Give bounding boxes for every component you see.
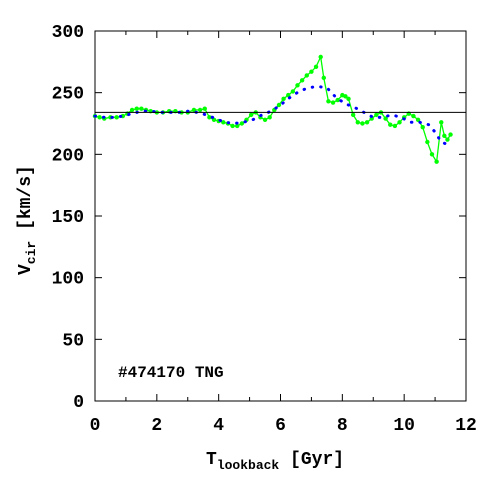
data-point (411, 113, 416, 119)
data-point (448, 132, 453, 137)
data-point (346, 96, 351, 102)
data-point (364, 120, 370, 125)
data-point (313, 64, 319, 69)
data-point (299, 78, 305, 83)
y-axis-label-main: V (16, 264, 36, 275)
data-point (355, 120, 360, 125)
data-point (429, 152, 435, 157)
y-tick-label: 0 (73, 393, 84, 413)
data-point (445, 137, 450, 142)
y-tick-label: 50 (62, 331, 84, 351)
x-tick-label: 12 (455, 416, 477, 436)
plot-frame (94, 30, 467, 402)
data-point (267, 115, 272, 120)
data-point (239, 121, 245, 126)
data-point (383, 116, 388, 121)
data-point (248, 112, 254, 118)
data-point (202, 106, 207, 111)
data-point (392, 123, 398, 129)
data-point (281, 96, 286, 102)
y-tick-label: 200 (52, 146, 84, 166)
data-point (321, 75, 326, 81)
y-tick-label: 300 (52, 23, 84, 43)
data-point (221, 120, 226, 125)
data-point (388, 122, 393, 127)
data-point (129, 107, 135, 113)
data-point (439, 120, 444, 125)
data-point (309, 69, 314, 74)
annotation-label: #474170 TNG (118, 364, 224, 382)
data-point (191, 107, 197, 113)
data-point (397, 120, 402, 125)
y-tick-label: 250 (52, 85, 84, 105)
y-axis-label: Vcir [km/s] (16, 165, 39, 275)
data-point (350, 112, 356, 118)
x-axis-label: Tlookback [Gyr] (206, 450, 344, 473)
data-point (139, 106, 144, 111)
x-axis-label-main: T (206, 450, 217, 470)
data-point (276, 102, 282, 108)
data-point (360, 121, 365, 126)
data-point (420, 125, 425, 130)
x-axis-label-unit: [Gyr] (279, 450, 344, 470)
data-point (330, 100, 336, 105)
data-point (262, 117, 268, 123)
data-point (114, 115, 119, 120)
data-point (415, 117, 421, 123)
data-point (230, 123, 235, 129)
x-tick-label: 0 (90, 416, 101, 436)
data-point (343, 94, 348, 99)
x-tick-label: 8 (337, 416, 348, 436)
x-tick-label: 6 (275, 416, 286, 436)
data-point (97, 115, 102, 120)
y-tick-label: 100 (52, 270, 84, 290)
data-point (442, 133, 447, 139)
y-tick-label: 150 (52, 208, 84, 228)
series-line-dotted (93, 84, 449, 146)
data-point (318, 54, 323, 60)
data-point (335, 97, 340, 103)
y-axis-label-unit: [km/s] (16, 165, 36, 241)
x-tick-label: 4 (213, 416, 224, 436)
data-point (290, 89, 296, 94)
x-tick-label: 10 (393, 416, 415, 436)
data-point (326, 99, 331, 104)
ticks: 0 2 4 6 8 10 12 0 50 100 150 200 250 300 (52, 23, 477, 436)
data-point (207, 115, 212, 120)
x-axis-label-sub: lookback (217, 458, 280, 473)
data-point (295, 83, 300, 88)
data-point (374, 112, 379, 118)
data-point (235, 123, 240, 129)
data-point (197, 107, 203, 113)
y-axis-label-sub: cir (24, 241, 39, 264)
x-tick-label: 2 (151, 416, 162, 436)
data-point (434, 159, 439, 164)
series-layer (92, 54, 453, 164)
data-point (304, 73, 309, 78)
data-point (425, 139, 430, 145)
data-point (134, 106, 139, 111)
